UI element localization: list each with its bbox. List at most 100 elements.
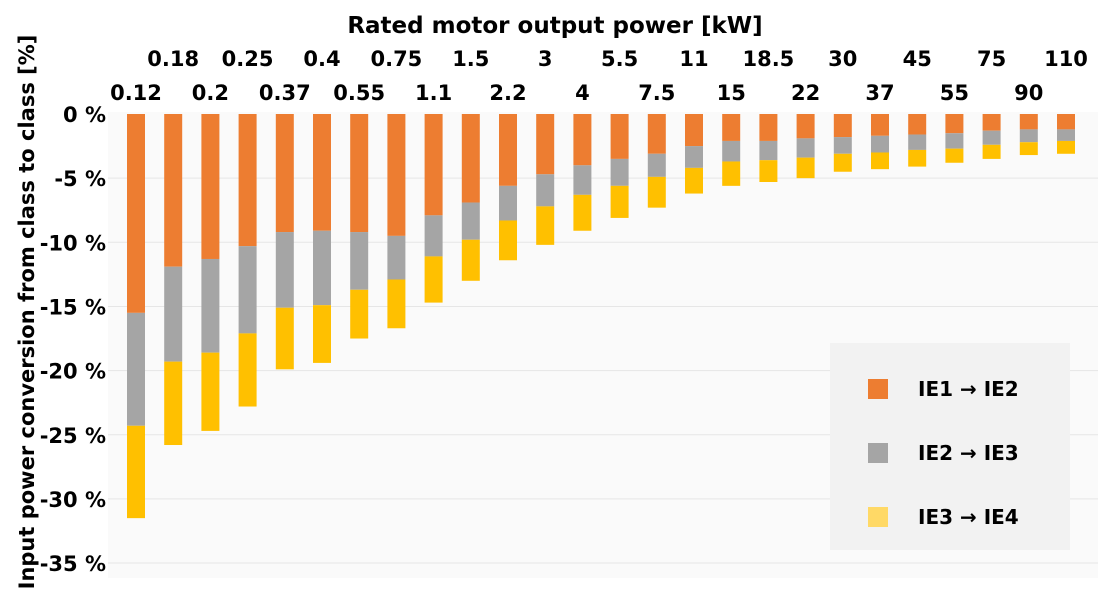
x-tick-label: 0.18 <box>147 47 199 71</box>
bar-segment-ie1-ie2 <box>573 114 592 166</box>
x-tick-label: 0.37 <box>259 81 311 105</box>
bar-segment-ie3-ie4 <box>201 352 220 431</box>
x-tick-label: 3 <box>538 47 553 71</box>
bar-segment-ie3-ie4 <box>647 176 666 208</box>
bar-segment-ie3-ie4 <box>982 144 1001 159</box>
bar-segment-ie2-ie3 <box>796 138 815 158</box>
bar-segment-ie2-ie3 <box>610 158 629 186</box>
bar-segment-ie3-ie4 <box>908 149 927 167</box>
bar-segment-ie3-ie4 <box>722 161 741 186</box>
x-tick-label: 11 <box>679 47 708 71</box>
bar-segment-ie2-ie3 <box>945 133 964 149</box>
bar-segment-ie2-ie3 <box>908 134 927 150</box>
x-tick-label: 0.12 <box>110 81 162 105</box>
x-tick-label: 15 <box>717 81 746 105</box>
x-tick-label: 7.5 <box>638 81 675 105</box>
y-tick-label: -25 % <box>40 424 106 448</box>
y-axis-ticks: 0 % -5 % -10 % -15 % -20 % -25 % -30 % -35 % <box>40 103 106 576</box>
bar-segment-ie1-ie2 <box>238 114 257 247</box>
bar-segment-ie1-ie2 <box>313 114 331 231</box>
legend-label: IE1 → IE2 <box>918 377 1019 401</box>
x-tick-label: 0.55 <box>333 81 385 105</box>
bar-segment-ie1-ie2 <box>461 114 480 203</box>
bar-segment-ie2-ie3 <box>982 130 1001 145</box>
legend: IE1 → IE2 IE2 → IE3 IE3 → IE4 <box>830 343 1070 550</box>
bar-segment-ie2-ie3 <box>350 232 369 290</box>
bar-segment-ie1-ie2 <box>350 114 369 233</box>
bar-segment-ie1-ie2 <box>499 114 517 186</box>
bar-segment-ie2-ie3 <box>1057 129 1075 141</box>
x-tick-label: 0.4 <box>303 47 340 71</box>
bar-segment-ie3-ie4 <box>499 220 517 261</box>
x-tick-label: 90 <box>1014 81 1043 105</box>
bar-segment-ie1-ie2 <box>275 114 294 233</box>
bar-segment-ie2-ie3 <box>685 146 703 168</box>
bar-segment-ie1-ie2 <box>833 114 852 138</box>
x-tick-label: 1.5 <box>452 47 489 71</box>
bar-segment-ie3-ie4 <box>1057 140 1075 154</box>
x-tick-label: 4 <box>575 81 590 105</box>
bar-segment-ie1-ie2 <box>759 114 778 141</box>
bar-segment-ie1-ie2 <box>610 114 629 159</box>
x-tick-label: 37 <box>865 81 894 105</box>
bar-segment-ie3-ie4 <box>1019 142 1038 156</box>
bar-segment-ie1-ie2 <box>982 114 1001 131</box>
bar-segment-ie3-ie4 <box>610 185 629 218</box>
bar-segment-ie3-ie4 <box>350 289 369 339</box>
chart-title: Rated motor output power [kW] <box>347 13 762 39</box>
legend-label: IE2 → IE3 <box>918 441 1019 465</box>
bar-segment-ie2-ie3 <box>833 137 852 154</box>
bars <box>127 114 1075 519</box>
bar-segment-ie3-ie4 <box>238 333 257 407</box>
bar-segment-ie3-ie4 <box>536 206 555 245</box>
bar-segment-ie2-ie3 <box>461 202 480 240</box>
bar-segment-ie2-ie3 <box>536 174 555 207</box>
bar-segment-ie3-ie4 <box>387 279 406 329</box>
bar-segment-ie3-ie4 <box>313 305 331 363</box>
bar-segment-ie2-ie3 <box>1019 129 1038 143</box>
bar-segment-ie2-ie3 <box>164 266 183 362</box>
x-tick-label: 0.75 <box>370 47 422 71</box>
bar-segment-ie3-ie4 <box>461 239 480 281</box>
y-tick-label: -15 % <box>40 295 106 319</box>
legend-swatch <box>868 379 888 399</box>
y-tick-label: -30 % <box>40 488 106 512</box>
x-tick-label: 5.5 <box>601 47 638 71</box>
y-axis-label: Input power conversion from class to cla… <box>15 35 39 590</box>
bar-segment-ie1-ie2 <box>424 114 443 216</box>
x-axis-categories: 0.12 0.18 0.2 0.25 0.37 0.4 0.55 0.75 1.11.52.2 3… <box>110 47 1088 105</box>
x-tick-label: 0.2 <box>192 81 229 105</box>
y-tick-label: -20 % <box>40 360 106 384</box>
bar-segment-ie3-ie4 <box>424 256 443 303</box>
x-tick-label: 22 <box>791 81 820 105</box>
bar-segment-ie3-ie4 <box>685 167 703 194</box>
bar-segment-ie2-ie3 <box>424 215 443 257</box>
bar-segment-ie1-ie2 <box>127 114 145 313</box>
bar-segment-ie3-ie4 <box>796 157 815 179</box>
bar-segment-ie3-ie4 <box>127 425 145 519</box>
bar-segment-ie3-ie4 <box>573 194 592 231</box>
bar-segment-ie3-ie4 <box>275 307 294 370</box>
bar-segment-ie2-ie3 <box>759 140 778 161</box>
bar-segment-ie2-ie3 <box>275 232 294 308</box>
y-tick-label: -5 % <box>54 167 106 191</box>
bar-segment-ie3-ie4 <box>871 152 889 170</box>
bar-segment-ie2-ie3 <box>238 246 257 334</box>
x-tick-label: 0.25 <box>222 47 274 71</box>
bar-segment-ie2-ie3 <box>313 230 331 306</box>
x-tick-label: 1.1 <box>415 81 452 105</box>
y-tick-label: -10 % <box>40 231 106 255</box>
x-tick-label: 55 <box>940 81 969 105</box>
y-tick-label: 0 % <box>63 103 106 127</box>
bar-segment-ie1-ie2 <box>685 114 703 147</box>
legend-swatch <box>868 507 888 527</box>
bar-segment-ie3-ie4 <box>759 160 778 182</box>
bar-segment-ie2-ie3 <box>201 258 220 353</box>
bar-segment-ie1-ie2 <box>201 114 220 259</box>
bar-segment-ie1-ie2 <box>164 114 183 267</box>
bar-segment-ie2-ie3 <box>499 185 517 221</box>
bar-segment-ie1-ie2 <box>536 114 555 175</box>
x-tick-label: 18.5 <box>742 47 794 71</box>
bar-segment-ie1-ie2 <box>647 114 666 154</box>
